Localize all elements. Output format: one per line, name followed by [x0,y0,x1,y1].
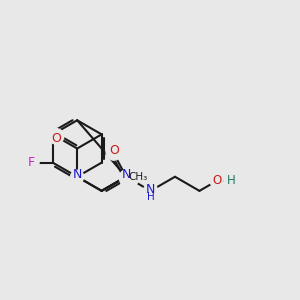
Circle shape [210,174,223,188]
Text: N: N [146,183,155,196]
Circle shape [119,170,133,183]
Circle shape [25,155,39,170]
Text: F: F [28,156,35,169]
Circle shape [106,145,122,160]
Text: H: H [147,192,154,203]
Text: N: N [122,169,131,182]
Text: O: O [51,132,61,145]
Text: N: N [73,168,82,181]
Circle shape [48,129,64,144]
Text: CH₃: CH₃ [128,172,147,182]
Text: O: O [212,174,222,187]
Circle shape [119,169,139,188]
Circle shape [143,184,158,198]
Circle shape [70,170,84,183]
Text: H: H [226,174,235,187]
Text: O: O [110,144,119,157]
Circle shape [224,174,237,188]
